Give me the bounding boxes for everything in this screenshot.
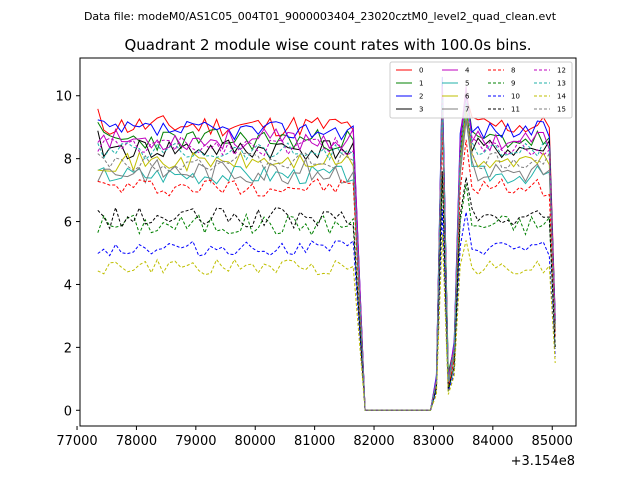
series-line-10: [97, 208, 556, 411]
x-tick-label: 77000: [56, 434, 97, 449]
legend-label-9: 9: [511, 80, 515, 88]
y-tick-label: 4: [64, 278, 72, 293]
y-tick-label: 8: [64, 153, 72, 168]
y-tick-label: 2: [64, 341, 72, 356]
series-line-3: [97, 95, 556, 411]
y-tick-label: 6: [64, 216, 72, 231]
series-line-0: [97, 89, 556, 411]
series-line-1: [97, 83, 556, 411]
legend-label-10: 10: [511, 93, 520, 101]
series-line-13: [97, 98, 556, 411]
legend-label-13: 13: [557, 80, 566, 88]
legend-label-6: 6: [465, 93, 470, 101]
legend-label-5: 5: [465, 80, 469, 88]
legend-label-8: 8: [511, 67, 515, 75]
series-line-9: [97, 177, 556, 411]
x-tick-label: 84000: [472, 434, 513, 449]
plot-frame: [79, 57, 577, 427]
x-tick-label: 83000: [413, 434, 454, 449]
legend-label-14: 14: [557, 93, 566, 101]
plot-area: [80, 58, 576, 426]
x-tick-label: 80000: [235, 434, 276, 449]
x-axis: 77000 78000 79000 80000 81000 82000 83000 84000…: [56, 426, 573, 449]
series-line-11: [97, 171, 556, 411]
legend-label-4: 4: [465, 67, 470, 75]
figure-suptitle: Data file: modeM0/AS1C05_004T01_90000034…: [84, 10, 557, 23]
series-line-4: [97, 86, 556, 411]
series-line-15: [97, 108, 556, 411]
legend-box: [389, 61, 573, 119]
x-tick-label: 78000: [116, 434, 157, 449]
chart-title: Quadrant 2 module wise count rates with …: [124, 36, 531, 54]
x-tick-label: 79000: [175, 434, 216, 449]
legend-label-1: 1: [419, 80, 423, 88]
series-line-12: [97, 92, 556, 411]
x-tick-label: 85000: [532, 434, 573, 449]
legend-label-7: 7: [465, 106, 469, 114]
y-tick-label: 10: [55, 90, 72, 105]
series-line-14: [97, 234, 556, 411]
legend-label-15: 15: [557, 106, 566, 114]
x-tick-label: 82000: [353, 434, 394, 449]
legend-label-3: 3: [419, 106, 423, 114]
x-tick-label: 81000: [294, 434, 335, 449]
series-line-5: [97, 108, 556, 411]
legend-label-0: 0: [419, 67, 423, 75]
legend-label-11: 11: [511, 106, 520, 114]
series-line-2: [97, 76, 556, 411]
series-layer: [97, 76, 556, 411]
y-axis: 0 2 4 6 8 10: [55, 90, 80, 419]
series-line-8: [97, 133, 556, 411]
legend-label-12: 12: [557, 67, 566, 75]
y-tick-label: 0: [64, 404, 72, 419]
x-offset-label: +3.154e8: [511, 454, 575, 469]
legend-label-2: 2: [419, 93, 423, 101]
